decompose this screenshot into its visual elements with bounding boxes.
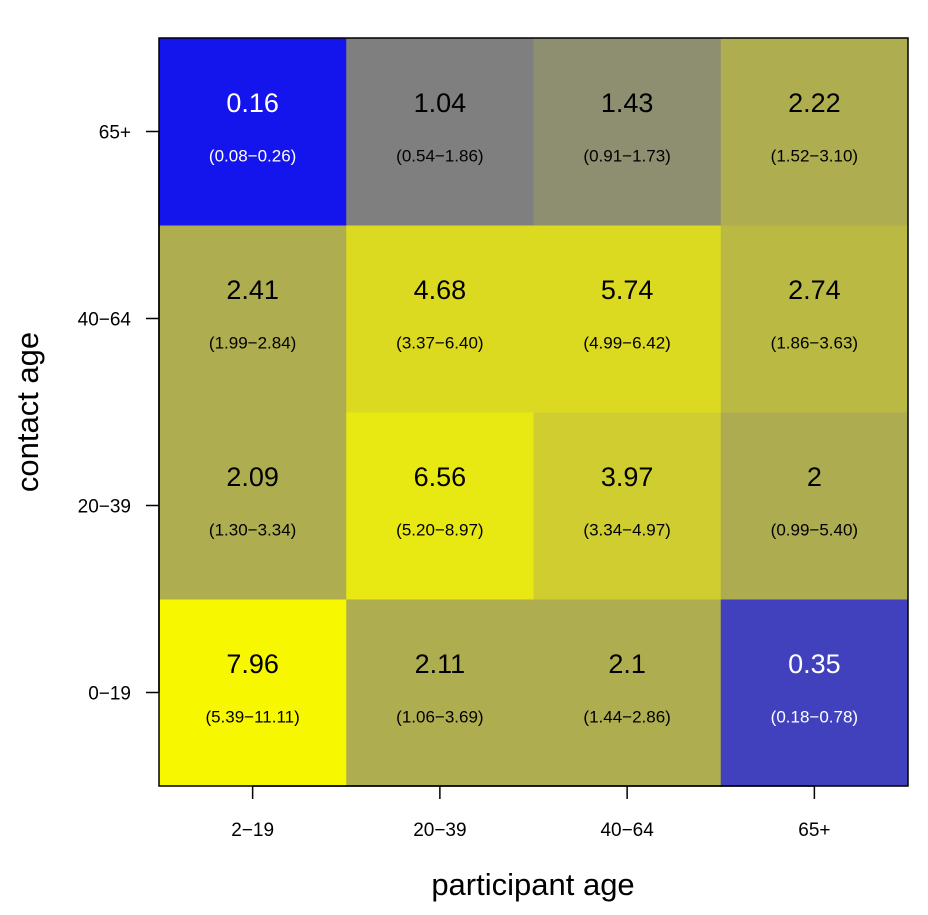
y-tick-label: 40−64 [78, 310, 132, 331]
heatmap-cell: 0.35 (0.18−0.78) [720, 599, 909, 787]
heatmap-cell-rect [533, 412, 722, 600]
y-tick-label: 0−19 [88, 684, 131, 705]
cell-value-label: 2.74 [788, 275, 841, 305]
cell-ci-label: (5.20−8.97) [396, 520, 483, 539]
heatmap-cell: 2.74 (1.86−3.63) [720, 225, 909, 413]
heatmap-cell: 0.16 (0.08−0.26) [159, 38, 347, 226]
x-tick-label: 20−39 [413, 820, 466, 841]
heatmap-cell: 5.74 (4.99−6.42) [533, 225, 722, 413]
cell-ci-label: (0.91−1.73) [583, 146, 670, 165]
x-tick-label: 65+ [798, 820, 830, 841]
cell-ci-label: (0.18−0.78) [771, 707, 858, 726]
heatmap-cell: 1.04 (0.54−1.86) [346, 38, 534, 226]
cell-ci-label: (1.30−3.34) [209, 520, 296, 539]
x-tick-label: 40−64 [600, 820, 654, 841]
cell-value-label: 4.68 [414, 275, 467, 305]
heatmap-cell-rect [720, 412, 909, 600]
heatmap-cell: 2.09 (1.30−3.34) [159, 412, 347, 600]
cell-value-label: 3.97 [601, 462, 654, 492]
heatmap-cell-rect [159, 599, 347, 787]
cell-value-label: 2.1 [608, 649, 646, 679]
x-axis: 2−19 20−39 40−64 65+ [231, 785, 830, 841]
cell-ci-label: (3.37−6.40) [396, 333, 483, 352]
heatmap-cell: 6.56 (5.20−8.97) [346, 412, 534, 600]
heatmap-cell: 7.96 (5.39−11.11) [159, 599, 347, 787]
cell-ci-label: (0.08−0.26) [209, 146, 296, 165]
heatmap-cell: 1.43 (0.91−1.73) [533, 38, 722, 226]
y-axis: 0−19 20−39 40−64 65+ [78, 123, 160, 705]
cell-ci-label: (0.54−1.86) [396, 146, 483, 165]
heatmap-cell-rect [720, 38, 909, 226]
y-tick-label: 65+ [99, 123, 131, 144]
heatmap-cell-rect [720, 225, 909, 413]
cell-value-label: 2.11 [415, 649, 466, 679]
cell-value-label: 6.56 [414, 462, 467, 492]
x-axis-title: participant age [431, 867, 634, 902]
cell-ci-label: (1.06−3.69) [396, 707, 483, 726]
cell-ci-label: (1.86−3.63) [771, 333, 858, 352]
cell-value-label: 2 [807, 462, 822, 492]
cell-ci-label: (3.34−4.97) [583, 520, 670, 539]
heatmap-cell: 4.68 (3.37−6.40) [346, 225, 534, 413]
heatmap-cell-rect [346, 225, 534, 413]
cell-value-label: 2.09 [226, 462, 279, 492]
heatmap-cell: 2.41 (1.99−2.84) [159, 225, 347, 413]
heatmap-cell-rect [346, 38, 534, 226]
x-tick-label: 2−19 [231, 820, 274, 841]
cell-ci-label: (4.99−6.42) [583, 333, 670, 352]
heatmap-cell: 2.22 (1.52−3.10) [720, 38, 909, 226]
cell-ci-label: (1.99−2.84) [209, 333, 296, 352]
heatmap-cell-rect [533, 599, 722, 787]
cell-value-label: 5.74 [601, 275, 654, 305]
cell-value-label: 0.16 [226, 88, 279, 118]
cell-value-label: 2.22 [788, 88, 841, 118]
heatmap-cell-rect [346, 599, 534, 787]
heatmap-cell-rect [159, 225, 347, 413]
y-tick-label: 20−39 [78, 497, 131, 518]
y-axis-title: contact age [10, 332, 45, 492]
heatmap-cell: 2.1 (1.44−2.86) [533, 599, 722, 787]
cell-ci-label: (1.44−2.86) [583, 707, 670, 726]
cell-value-label: 0.35 [788, 649, 841, 679]
heatmap-cell-rect [159, 38, 347, 226]
cell-value-label: 1.04 [414, 88, 467, 118]
cell-ci-label: (0.99−5.40) [771, 520, 858, 539]
heatmap-cell-rect [533, 38, 722, 226]
heatmap-cell: 3.97 (3.34−4.97) [533, 412, 722, 600]
heatmap-cell-rect [533, 225, 722, 413]
cell-value-label: 2.41 [226, 275, 279, 305]
cell-value-label: 1.43 [601, 88, 654, 118]
cell-ci-label: (5.39−11.11) [205, 707, 299, 726]
heatmap-cell-rect [159, 412, 347, 600]
heatmap-cell: 2 (0.99−5.40) [720, 412, 909, 600]
heatmap-cells: 7.96 (5.39−11.11) 2.11 (1.06−3.69) 2.1 (1.44−… [159, 38, 909, 787]
cell-ci-label: (1.52−3.10) [771, 146, 858, 165]
heatmap-cell-rect [346, 412, 534, 600]
cell-value-label: 7.96 [226, 649, 279, 679]
heatmap-cell: 2.11 (1.06−3.69) [346, 599, 534, 787]
heatmap-cell-rect [720, 599, 909, 787]
